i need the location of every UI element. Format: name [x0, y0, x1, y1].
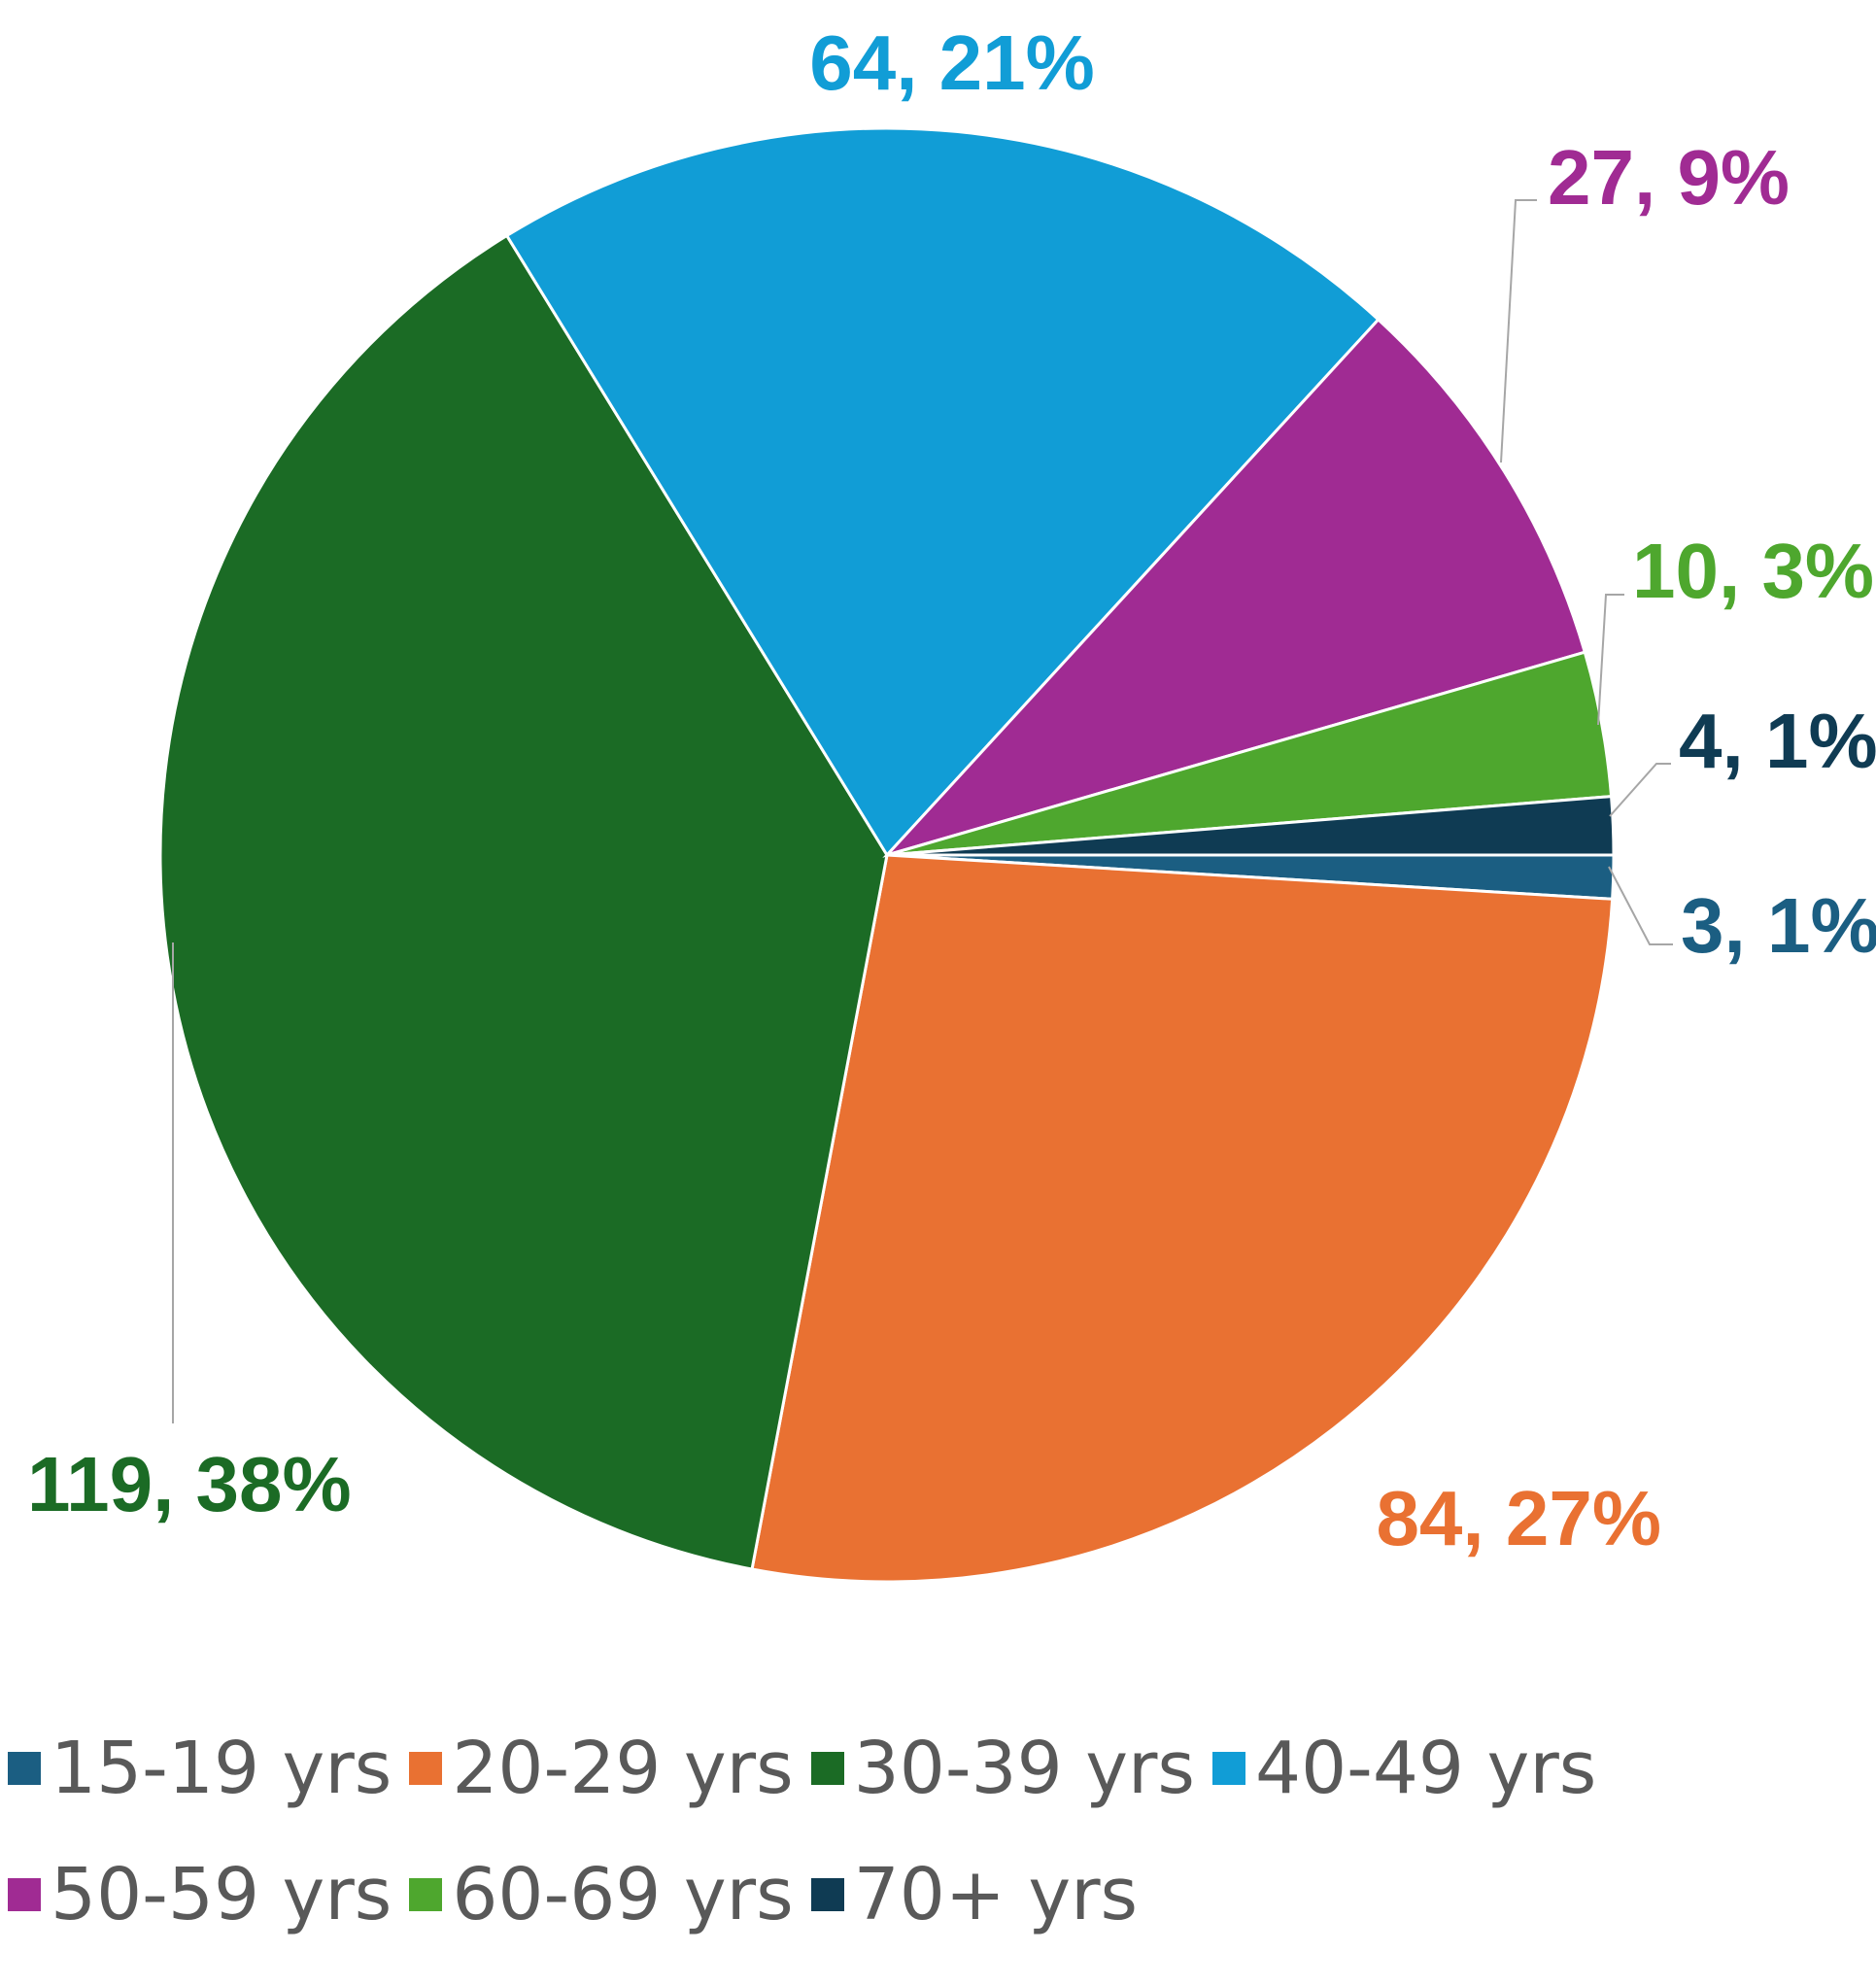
legend-label: 15-19 yrs [51, 1727, 392, 1810]
pie-slice-50-59-yrs [882, 317, 1587, 858]
data-label: 3, 1% [1681, 882, 1876, 969]
pie-slice-20-29-yrs [750, 853, 1615, 1584]
legend-item: 30-39 yrs [810, 1727, 1195, 1810]
legend-swatch [1211, 1752, 1245, 1785]
legend-label: 60-69 yrs [452, 1853, 794, 1936]
leader-line [1500, 199, 1537, 463]
pie-chart: 3, 1% 84, 27% 119, 38% 64, 21% 27, 9% 10, 3% 4… [27, 19, 1876, 1584]
leader-line [1608, 866, 1673, 945]
legend-item: 70+ yrs [810, 1853, 1139, 1936]
legend-row: 50-59 yrs 60-69 yrs 70+ yrs [8, 1832, 1854, 1958]
legend-swatch [409, 1878, 443, 1911]
legend-label: 20-29 yrs [452, 1727, 794, 1810]
legend-swatch [810, 1752, 844, 1785]
legend-label: 50-59 yrs [51, 1853, 392, 1936]
pie-chart-svg: 3, 1% 84, 27% 119, 38% 64, 21% 27, 9% 10, 3% 4… [27, 19, 1876, 1584]
legend-swatch [8, 1752, 41, 1785]
legend-swatch [810, 1878, 844, 1911]
legend-swatch [409, 1752, 443, 1785]
pie-slice-40-49-yrs [504, 126, 1381, 858]
data-label: 119, 38% [27, 1441, 352, 1527]
data-label: 64, 21% [809, 19, 1095, 106]
legend-row: 15-19 yrs 20-29 yrs 30-39 yrs 40-49 yrs [8, 1705, 1854, 1832]
legend-item: 20-29 yrs [409, 1727, 794, 1810]
legend-item: 15-19 yrs [8, 1727, 392, 1810]
leader-line [1609, 763, 1671, 817]
data-label: 84, 27% [1376, 1475, 1661, 1561]
data-label: 27, 9% [1548, 134, 1790, 221]
legend-label: 30-39 yrs [853, 1727, 1195, 1810]
legend-label: 70+ yrs [853, 1853, 1139, 1936]
legend-item: 40-49 yrs [1211, 1727, 1597, 1810]
legend-item: 50-59 yrs [8, 1853, 392, 1936]
leader-line [1597, 594, 1624, 726]
legend-item: 60-69 yrs [409, 1853, 794, 1936]
legend: 15-19 yrs 20-29 yrs 30-39 yrs 40-49 yrs 50-… [8, 1705, 1854, 1958]
pie-slice-70-yrs [886, 795, 1616, 857]
legend-label: 40-49 yrs [1254, 1727, 1597, 1810]
data-label: 10, 3% [1632, 528, 1874, 614]
legend-swatch [8, 1878, 41, 1911]
data-label: 4, 1% [1679, 698, 1876, 784]
